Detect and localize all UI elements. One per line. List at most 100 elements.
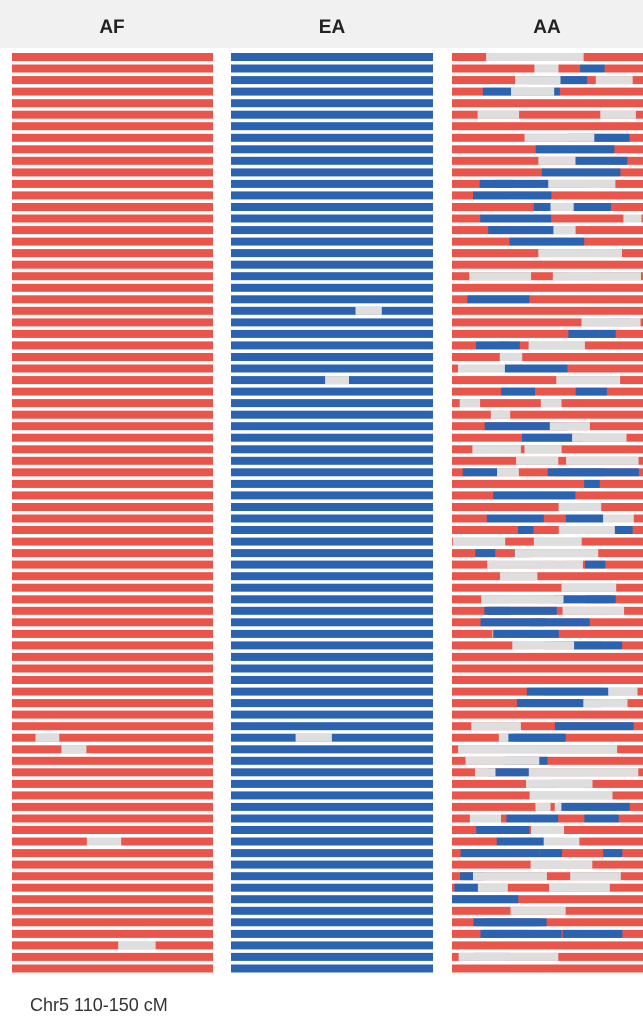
segment: [231, 295, 433, 304]
segment: [231, 537, 433, 546]
segment: [565, 514, 604, 523]
segment: [231, 918, 433, 927]
segment: [12, 410, 213, 419]
segment: [231, 341, 433, 350]
segment: [12, 283, 213, 292]
segment: [86, 837, 122, 846]
segment: [12, 710, 213, 719]
segment: [231, 318, 433, 327]
segment: [12, 272, 213, 281]
segment: [12, 572, 213, 581]
segment: [487, 560, 566, 569]
segment: [12, 445, 213, 454]
segment: [231, 733, 433, 742]
segment: [452, 468, 643, 477]
segment: [452, 306, 643, 315]
segment: [231, 491, 433, 500]
segment: [231, 606, 433, 615]
segment: [585, 768, 639, 777]
segment: [496, 837, 546, 846]
segment: [595, 76, 633, 85]
segment: [12, 941, 213, 950]
segment: [535, 145, 615, 154]
segment: [493, 179, 515, 188]
segment: [452, 526, 643, 534]
segment: [231, 895, 433, 904]
segment: [12, 756, 213, 765]
segment: [231, 595, 433, 604]
segment: [12, 929, 213, 938]
segment: [325, 376, 349, 385]
segment: [452, 572, 643, 581]
segment: [552, 272, 593, 281]
segment: [12, 722, 213, 731]
segment: [603, 849, 623, 858]
segment: [607, 606, 624, 615]
segment: [452, 664, 643, 673]
segment: [12, 318, 213, 327]
segment: [567, 133, 630, 142]
segment: [572, 433, 627, 442]
segment: [452, 503, 643, 511]
segment: [536, 745, 618, 754]
segment: [540, 399, 562, 408]
segment: [561, 802, 630, 811]
segment: [452, 964, 643, 973]
segment: [452, 872, 643, 881]
segment: [231, 549, 433, 558]
segment: [524, 133, 595, 142]
segment: [231, 87, 433, 96]
segment: [231, 618, 433, 627]
segment: [539, 849, 563, 858]
segment: [512, 641, 575, 650]
segment: [231, 768, 433, 777]
segment: [12, 779, 213, 788]
segment: [12, 733, 213, 742]
segment: [231, 814, 433, 823]
segment: [504, 364, 568, 373]
segment: [586, 179, 616, 188]
segment: [231, 687, 433, 696]
segment: [231, 306, 433, 315]
segment: [12, 433, 213, 442]
segment: [454, 883, 478, 892]
segment: [452, 260, 643, 269]
segment: [231, 122, 433, 131]
segment: [452, 329, 643, 338]
segment: [12, 329, 213, 338]
segment: [231, 906, 433, 915]
segment: [452, 99, 643, 108]
segment: [12, 260, 213, 269]
segment: [231, 756, 433, 765]
segment: [12, 503, 213, 511]
segment: [452, 652, 643, 661]
segment: [231, 676, 433, 684]
segment: [554, 595, 616, 604]
segment: [475, 341, 510, 350]
segment: [535, 802, 551, 811]
segment: [12, 618, 213, 627]
segment: [231, 76, 433, 85]
segment: [550, 203, 574, 211]
segment: [231, 283, 433, 292]
segment: [554, 722, 634, 731]
segment: [510, 906, 566, 915]
segment: [231, 226, 433, 235]
segment: [501, 387, 535, 396]
segment: [12, 664, 213, 673]
segment: [231, 503, 433, 511]
segment: [231, 64, 433, 73]
segment: [488, 606, 557, 615]
segment: [538, 156, 611, 165]
segment: [452, 918, 643, 927]
segment: [12, 791, 213, 800]
segment: [12, 687, 213, 696]
segment: [12, 87, 213, 96]
segment: [452, 283, 643, 292]
segment: [554, 560, 583, 569]
segment: [231, 191, 433, 200]
segment: [575, 387, 607, 396]
segment: [598, 329, 616, 338]
segment: [480, 618, 546, 627]
